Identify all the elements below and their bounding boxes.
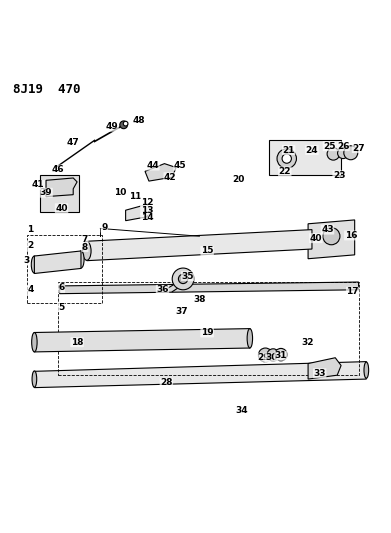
Circle shape bbox=[258, 348, 273, 362]
Circle shape bbox=[123, 122, 128, 126]
Text: 35: 35 bbox=[181, 272, 194, 281]
Ellipse shape bbox=[247, 329, 253, 348]
Text: 36: 36 bbox=[156, 285, 169, 294]
Circle shape bbox=[277, 149, 296, 168]
Text: 17: 17 bbox=[346, 287, 359, 296]
Circle shape bbox=[275, 349, 287, 361]
Circle shape bbox=[120, 121, 127, 128]
Text: 4: 4 bbox=[27, 285, 34, 294]
Ellipse shape bbox=[32, 333, 37, 352]
Polygon shape bbox=[34, 361, 366, 387]
Polygon shape bbox=[34, 251, 81, 273]
Text: 38: 38 bbox=[193, 295, 206, 304]
Text: 2: 2 bbox=[27, 240, 34, 249]
Text: 23: 23 bbox=[333, 171, 345, 180]
Text: 13: 13 bbox=[141, 206, 153, 215]
Text: 41: 41 bbox=[32, 181, 45, 189]
Ellipse shape bbox=[32, 371, 37, 387]
Polygon shape bbox=[126, 204, 151, 221]
Text: 46: 46 bbox=[51, 165, 64, 174]
Ellipse shape bbox=[78, 251, 84, 268]
Text: 18: 18 bbox=[71, 338, 83, 346]
Text: 5: 5 bbox=[58, 303, 65, 312]
Text: 8J19  470: 8J19 470 bbox=[13, 83, 81, 96]
Polygon shape bbox=[308, 358, 341, 379]
Text: 8: 8 bbox=[82, 243, 88, 252]
Bar bbox=[58, 282, 359, 375]
Text: 21: 21 bbox=[282, 146, 295, 155]
Ellipse shape bbox=[83, 241, 91, 260]
Text: 22: 22 bbox=[278, 167, 291, 176]
Bar bbox=[40, 175, 79, 212]
Text: 47: 47 bbox=[67, 138, 80, 147]
Text: 15: 15 bbox=[201, 246, 213, 255]
Text: 3: 3 bbox=[23, 256, 30, 265]
Text: 31: 31 bbox=[274, 351, 287, 360]
Text: 27: 27 bbox=[352, 143, 365, 152]
Text: 34: 34 bbox=[236, 406, 248, 415]
Polygon shape bbox=[34, 329, 250, 352]
Ellipse shape bbox=[364, 362, 369, 378]
Text: 49: 49 bbox=[106, 122, 118, 131]
Text: 10: 10 bbox=[114, 188, 126, 197]
Text: 43: 43 bbox=[321, 225, 334, 234]
Text: 20: 20 bbox=[232, 175, 244, 184]
Ellipse shape bbox=[31, 256, 38, 273]
Text: 40: 40 bbox=[55, 204, 68, 213]
Text: 1: 1 bbox=[27, 225, 34, 234]
Circle shape bbox=[267, 349, 279, 361]
Circle shape bbox=[337, 148, 348, 159]
Text: 25: 25 bbox=[323, 142, 336, 151]
Text: 48: 48 bbox=[133, 116, 145, 125]
Text: 33: 33 bbox=[314, 369, 326, 378]
Text: 7: 7 bbox=[82, 235, 88, 244]
Polygon shape bbox=[308, 220, 355, 259]
Circle shape bbox=[323, 228, 340, 245]
Text: 44: 44 bbox=[146, 161, 159, 170]
Circle shape bbox=[178, 274, 188, 284]
Circle shape bbox=[327, 148, 339, 160]
Bar bbox=[269, 140, 341, 175]
Circle shape bbox=[172, 268, 194, 290]
Polygon shape bbox=[145, 164, 176, 181]
Text: 45: 45 bbox=[174, 161, 186, 170]
Text: 12: 12 bbox=[141, 198, 153, 207]
Text: 39: 39 bbox=[40, 188, 52, 197]
Circle shape bbox=[344, 146, 358, 160]
Text: 14: 14 bbox=[141, 214, 153, 222]
Bar bbox=[27, 236, 102, 303]
Text: 24: 24 bbox=[306, 146, 318, 155]
Text: 37: 37 bbox=[176, 306, 188, 316]
Text: 42: 42 bbox=[164, 173, 177, 182]
Text: 28: 28 bbox=[160, 378, 173, 387]
Text: 19: 19 bbox=[201, 328, 213, 337]
Text: 32: 32 bbox=[302, 338, 314, 346]
Circle shape bbox=[282, 154, 291, 163]
Text: 9: 9 bbox=[101, 223, 108, 232]
Text: 40: 40 bbox=[310, 233, 322, 243]
Text: 30: 30 bbox=[265, 353, 277, 362]
Polygon shape bbox=[87, 230, 312, 261]
Text: 26: 26 bbox=[337, 142, 349, 151]
Text: 29: 29 bbox=[257, 353, 270, 362]
Polygon shape bbox=[59, 282, 359, 294]
Polygon shape bbox=[46, 178, 77, 197]
Text: 6: 6 bbox=[58, 284, 65, 293]
Text: 16: 16 bbox=[344, 231, 357, 240]
Text: 11: 11 bbox=[129, 192, 142, 201]
